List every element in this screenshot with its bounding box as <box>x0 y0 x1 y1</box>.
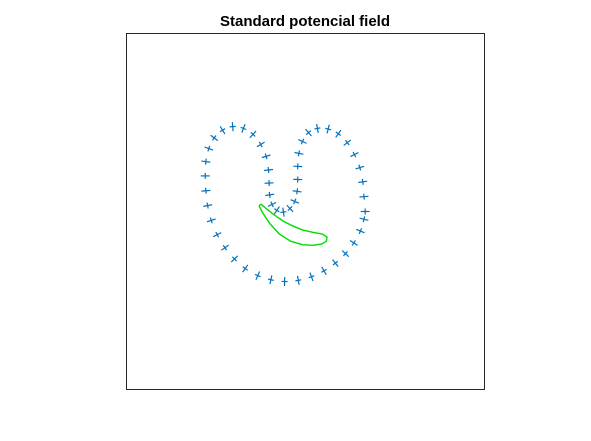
boundary-marker <box>305 128 312 137</box>
boundary-marker <box>201 187 211 194</box>
boundary-marker <box>206 217 216 224</box>
boundary-marker <box>219 126 226 135</box>
boundary-marker <box>212 231 222 238</box>
boundary-marker <box>264 179 274 187</box>
boundary-marker <box>249 130 257 139</box>
boundary-marker <box>295 275 302 285</box>
boundary-marker <box>293 176 303 183</box>
boundary-marker <box>281 277 288 287</box>
boundary-marker <box>358 178 368 185</box>
boundary-marker <box>314 123 321 133</box>
boundary-marker <box>350 151 359 158</box>
boundary-marker <box>341 250 350 258</box>
boundary-marker <box>349 239 358 246</box>
boundary-marker <box>267 201 277 208</box>
boundary-marker <box>356 228 365 235</box>
boundary-marker <box>204 145 214 152</box>
boundary-marker <box>263 166 274 174</box>
boundary-marker <box>240 124 247 133</box>
boundary-marker <box>220 244 229 251</box>
boundary-marker <box>261 153 271 160</box>
boundary-marker <box>294 150 304 157</box>
boundary-marker <box>286 204 294 213</box>
boundary-marker <box>201 158 211 165</box>
boundary-marker <box>210 134 219 142</box>
inner-curve <box>258 203 328 247</box>
boundary-marker <box>200 172 210 179</box>
boundary-marker <box>256 141 265 148</box>
boundary-marker <box>229 122 236 132</box>
boundary-marker <box>254 271 261 280</box>
boundary-marker <box>360 208 370 215</box>
boundary-marker <box>290 198 300 205</box>
boundary-marker <box>335 129 342 138</box>
chart-title: Standard potencial field <box>220 13 390 30</box>
boundary-marker <box>273 206 280 215</box>
boundary-marker <box>230 255 239 263</box>
boundary-marker <box>359 216 369 223</box>
boundary-marker <box>292 188 302 195</box>
boundary-marker <box>332 259 339 268</box>
boundary-marker <box>359 193 369 200</box>
boundary-marker <box>293 163 303 170</box>
boundary-marker <box>355 164 365 171</box>
boundary-markers <box>200 122 370 287</box>
boundary-marker <box>308 272 315 282</box>
boundary-marker <box>242 264 249 273</box>
boundary-marker <box>203 202 213 209</box>
boundary-marker <box>267 275 274 285</box>
boundary-marker <box>343 139 352 146</box>
boundary-marker <box>265 191 275 198</box>
boundary-marker <box>325 124 332 134</box>
inner-curve-group <box>258 203 328 247</box>
axes-box <box>126 33 485 390</box>
boundary-marker <box>280 207 287 217</box>
boundary-marker <box>298 138 307 145</box>
boundary-marker <box>321 266 327 276</box>
